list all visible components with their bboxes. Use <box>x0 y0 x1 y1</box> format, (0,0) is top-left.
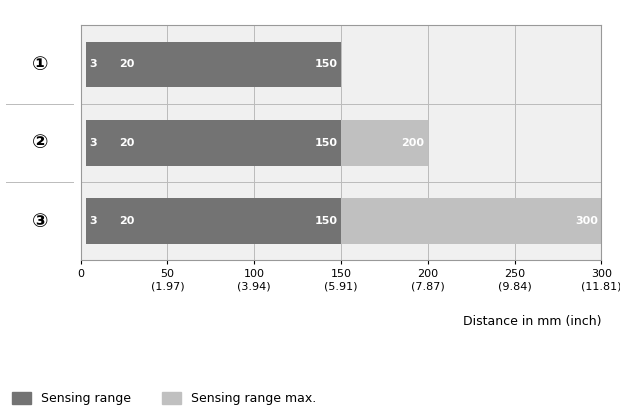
Bar <box>81 104 601 182</box>
Bar <box>86 42 341 87</box>
Bar <box>341 199 601 244</box>
Text: 150: 150 <box>314 138 337 148</box>
Text: 150: 150 <box>314 59 337 69</box>
Bar <box>341 120 428 165</box>
Text: 3: 3 <box>89 138 97 148</box>
Text: 3: 3 <box>89 216 97 226</box>
Text: 200: 200 <box>401 138 424 148</box>
Text: Distance in mm (inch): Distance in mm (inch) <box>463 315 601 328</box>
Text: 150: 150 <box>314 216 337 226</box>
Bar <box>86 199 341 244</box>
Bar <box>86 120 341 165</box>
Text: 20: 20 <box>119 216 134 226</box>
Legend: Sensing range, Sensing range max.: Sensing range, Sensing range max. <box>12 392 316 405</box>
Bar <box>81 182 601 260</box>
Bar <box>81 25 601 104</box>
Text: 300: 300 <box>575 216 598 226</box>
Text: ③: ③ <box>32 212 48 231</box>
Text: ①: ① <box>32 55 48 74</box>
Text: ②: ② <box>32 133 48 152</box>
Text: 20: 20 <box>119 138 134 148</box>
Text: 3: 3 <box>89 59 97 69</box>
Text: 20: 20 <box>119 59 134 69</box>
